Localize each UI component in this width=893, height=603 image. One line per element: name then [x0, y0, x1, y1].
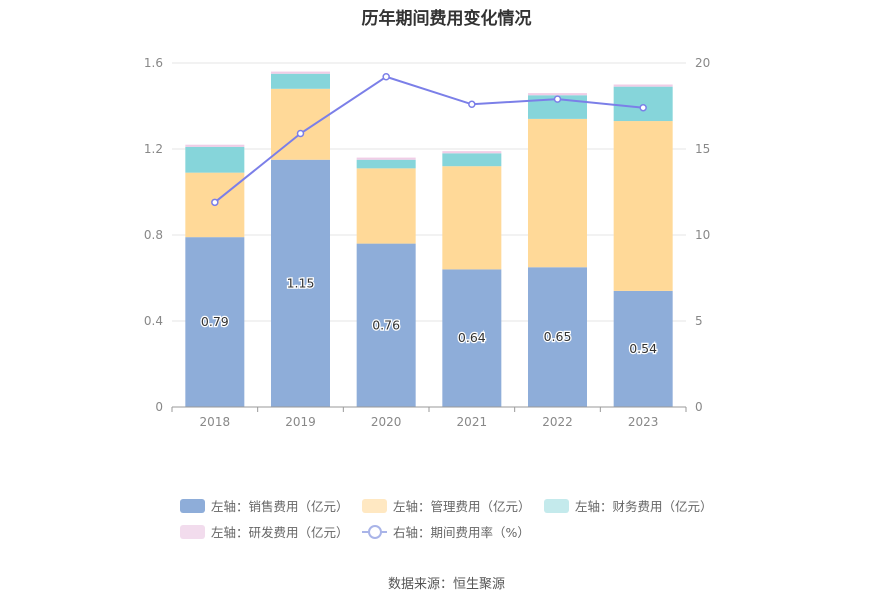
- bar-segment: [271, 73, 330, 89]
- y-left-tick-label: 1.2: [144, 142, 163, 156]
- x-tick-label: 2023: [628, 415, 659, 429]
- bar-data-label: 0.79: [201, 314, 229, 329]
- expense-rate-point: [296, 129, 305, 138]
- bar-segment: [528, 93, 587, 96]
- bar-segment: [442, 153, 502, 167]
- legend-swatch-finance: [544, 498, 569, 513]
- x-tick-label: 2018: [200, 415, 231, 429]
- expense-rate-point: [382, 73, 390, 81]
- bar-segment: [613, 290, 673, 407]
- x-tick-label: 2022: [542, 415, 573, 429]
- bar-segment: [356, 157, 416, 160]
- expense-rate-line: [214, 75, 644, 204]
- legend-label-expense-rate: 右轴：期间费用率（%）: [393, 525, 530, 540]
- bar-data-label: 0.65: [544, 329, 572, 344]
- x-tick-label: 2020: [371, 415, 402, 429]
- legend-label-rnd: 左轴：研发费用（亿元）: [211, 525, 349, 540]
- x-tick-label: 2021: [457, 415, 488, 429]
- bar-segment: [613, 84, 673, 87]
- bar-segment: [271, 88, 330, 160]
- y-right-tick-label: 5: [695, 314, 703, 328]
- legend-item-admin[interactable]: 左轴：管理费用（亿元）: [362, 496, 531, 515]
- y-left-tick-label: 0.4: [144, 314, 163, 328]
- y-left-tick-label: 0: [155, 400, 163, 414]
- legend-line-icon: [362, 524, 387, 539]
- legend-swatch-rnd: [180, 524, 205, 539]
- x-tick-label: 2019: [285, 415, 316, 429]
- bar-segment: [613, 86, 673, 122]
- legend-swatch-admin: [362, 498, 387, 513]
- bar-segment: [442, 269, 502, 407]
- bar-segment: [271, 71, 330, 74]
- chart-title: 历年期间费用变化情况: [361, 9, 532, 29]
- bar-segment: [528, 118, 587, 268]
- y-left-tick-label: 1.6: [144, 56, 163, 70]
- bar-segment: [185, 144, 245, 147]
- y-right-tick-label: 15: [695, 142, 710, 156]
- expense-rate-point: [211, 198, 219, 207]
- expense-rate-point: [553, 95, 562, 103]
- bar-segment: [442, 151, 502, 154]
- y-left-tick-label: 0.8: [144, 228, 163, 242]
- expense-rate-point: [639, 103, 647, 112]
- bar-segment: [356, 159, 416, 169]
- bar-segment: [356, 243, 416, 407]
- bar-segment: [528, 267, 587, 407]
- legend-item-rnd[interactable]: 左轴：研发费用（亿元）: [180, 522, 349, 541]
- legend-label-admin: 左轴：管理费用（亿元）: [393, 499, 531, 514]
- bar-data-label: 0.76: [372, 317, 400, 332]
- legend-swatch-sales: [180, 498, 205, 513]
- bar-data-label: 0.64: [458, 330, 486, 345]
- bar-segment: [613, 121, 673, 291]
- y-right-tick-label: 20: [695, 56, 710, 70]
- legend-item-sales[interactable]: 左轴：销售费用（亿元）: [180, 496, 349, 515]
- expense-rate-point: [468, 100, 476, 109]
- bar-data-label: 0.54: [629, 341, 657, 356]
- source-note: 数据来源：恒生聚源: [387, 577, 505, 592]
- bar-segment: [185, 237, 245, 407]
- bar-data-label: 1.15: [287, 275, 315, 290]
- bar-segment: [442, 166, 502, 270]
- legend-item-expense-rate[interactable]: 右轴：期间费用率（%）: [362, 522, 530, 541]
- y-right-tick-label: 0: [695, 400, 703, 414]
- bar-segment: [185, 146, 245, 173]
- bar-segment: [271, 159, 330, 407]
- legend-label-sales: 左轴：销售费用（亿元）: [211, 499, 349, 514]
- bar-segment: [356, 168, 416, 244]
- y-right-tick-label: 10: [695, 228, 710, 242]
- legend-item-finance[interactable]: 左轴：财务费用（亿元）: [544, 496, 713, 515]
- legend-label-finance: 左轴：财务费用（亿元）: [575, 499, 713, 514]
